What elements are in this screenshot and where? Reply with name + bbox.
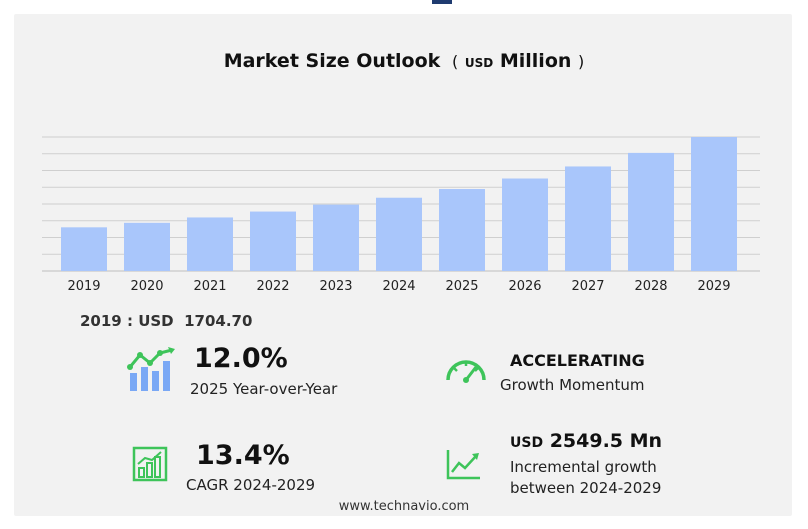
base-year-amount: 1704.70 [184,312,253,330]
chart-title-unit-small: USD [464,56,494,70]
cagr-value: 13.4% [196,440,290,471]
chart-title: Market Size Outlook ( USD Million ) [223,50,585,72]
tick-label-2029: 2029 [697,279,730,294]
bar-2025 [439,189,485,271]
tick-label-2025: 2025 [445,279,478,294]
yoy-value: 12.0% [194,343,288,374]
momentum-value: ACCELERATING [510,351,645,370]
bar-2028 [628,152,674,271]
base-year-label: 2019 : USD [80,312,174,330]
bar-2023 [313,204,359,271]
bar-2026 [502,178,548,271]
tick-label-2019: 2019 [67,279,100,294]
tick-label-2020: 2020 [130,279,163,294]
bar-2021 [187,217,233,271]
bar-2027 [565,166,611,271]
bar-2022 [250,211,296,271]
growth-chart-icon [127,347,175,391]
base-year-value: 2019 : USD 1704.70 [80,312,252,330]
tick-label-2027: 2027 [571,279,604,294]
incremental-label-1: Incremental growth [510,458,657,476]
speedometer-icon [446,360,486,383]
incremental-amount: 2549.5 Mn [549,430,663,452]
momentum-label: Growth Momentum [500,376,645,394]
tick-label-2026: 2026 [508,279,541,294]
tick-label-2024: 2024 [382,279,415,294]
bar-2029 [691,137,737,271]
bar-2019 [61,227,107,271]
bar-2020 [124,222,170,271]
incremental-label-2: between 2024-2029 [510,479,662,497]
tick-label-2021: 2021 [193,279,226,294]
tick-label-2022: 2022 [256,279,289,294]
source-footer: www.technavio.com [338,499,470,514]
top-decoration [432,0,452,4]
yoy-label: 2025 Year-over-Year [190,380,338,398]
trend-line-icon [446,450,480,480]
bar-chart-icon [132,446,168,482]
chart-title-unit: Million [499,50,572,72]
chart-title-main: Market Size Outlook [223,50,441,72]
incremental-value: USD 2549.5 Mn [510,430,662,452]
tick-label-2023: 2023 [319,279,352,294]
tick-label-2028: 2028 [634,279,667,294]
bar-2024 [376,197,422,271]
incremental-unit: USD [510,435,544,451]
bar-chart: 2019 2020 2021 2022 2023 2024 2025 2026 2027 2028… [42,136,760,294]
cagr-label: CAGR 2024-2029 [186,476,316,494]
